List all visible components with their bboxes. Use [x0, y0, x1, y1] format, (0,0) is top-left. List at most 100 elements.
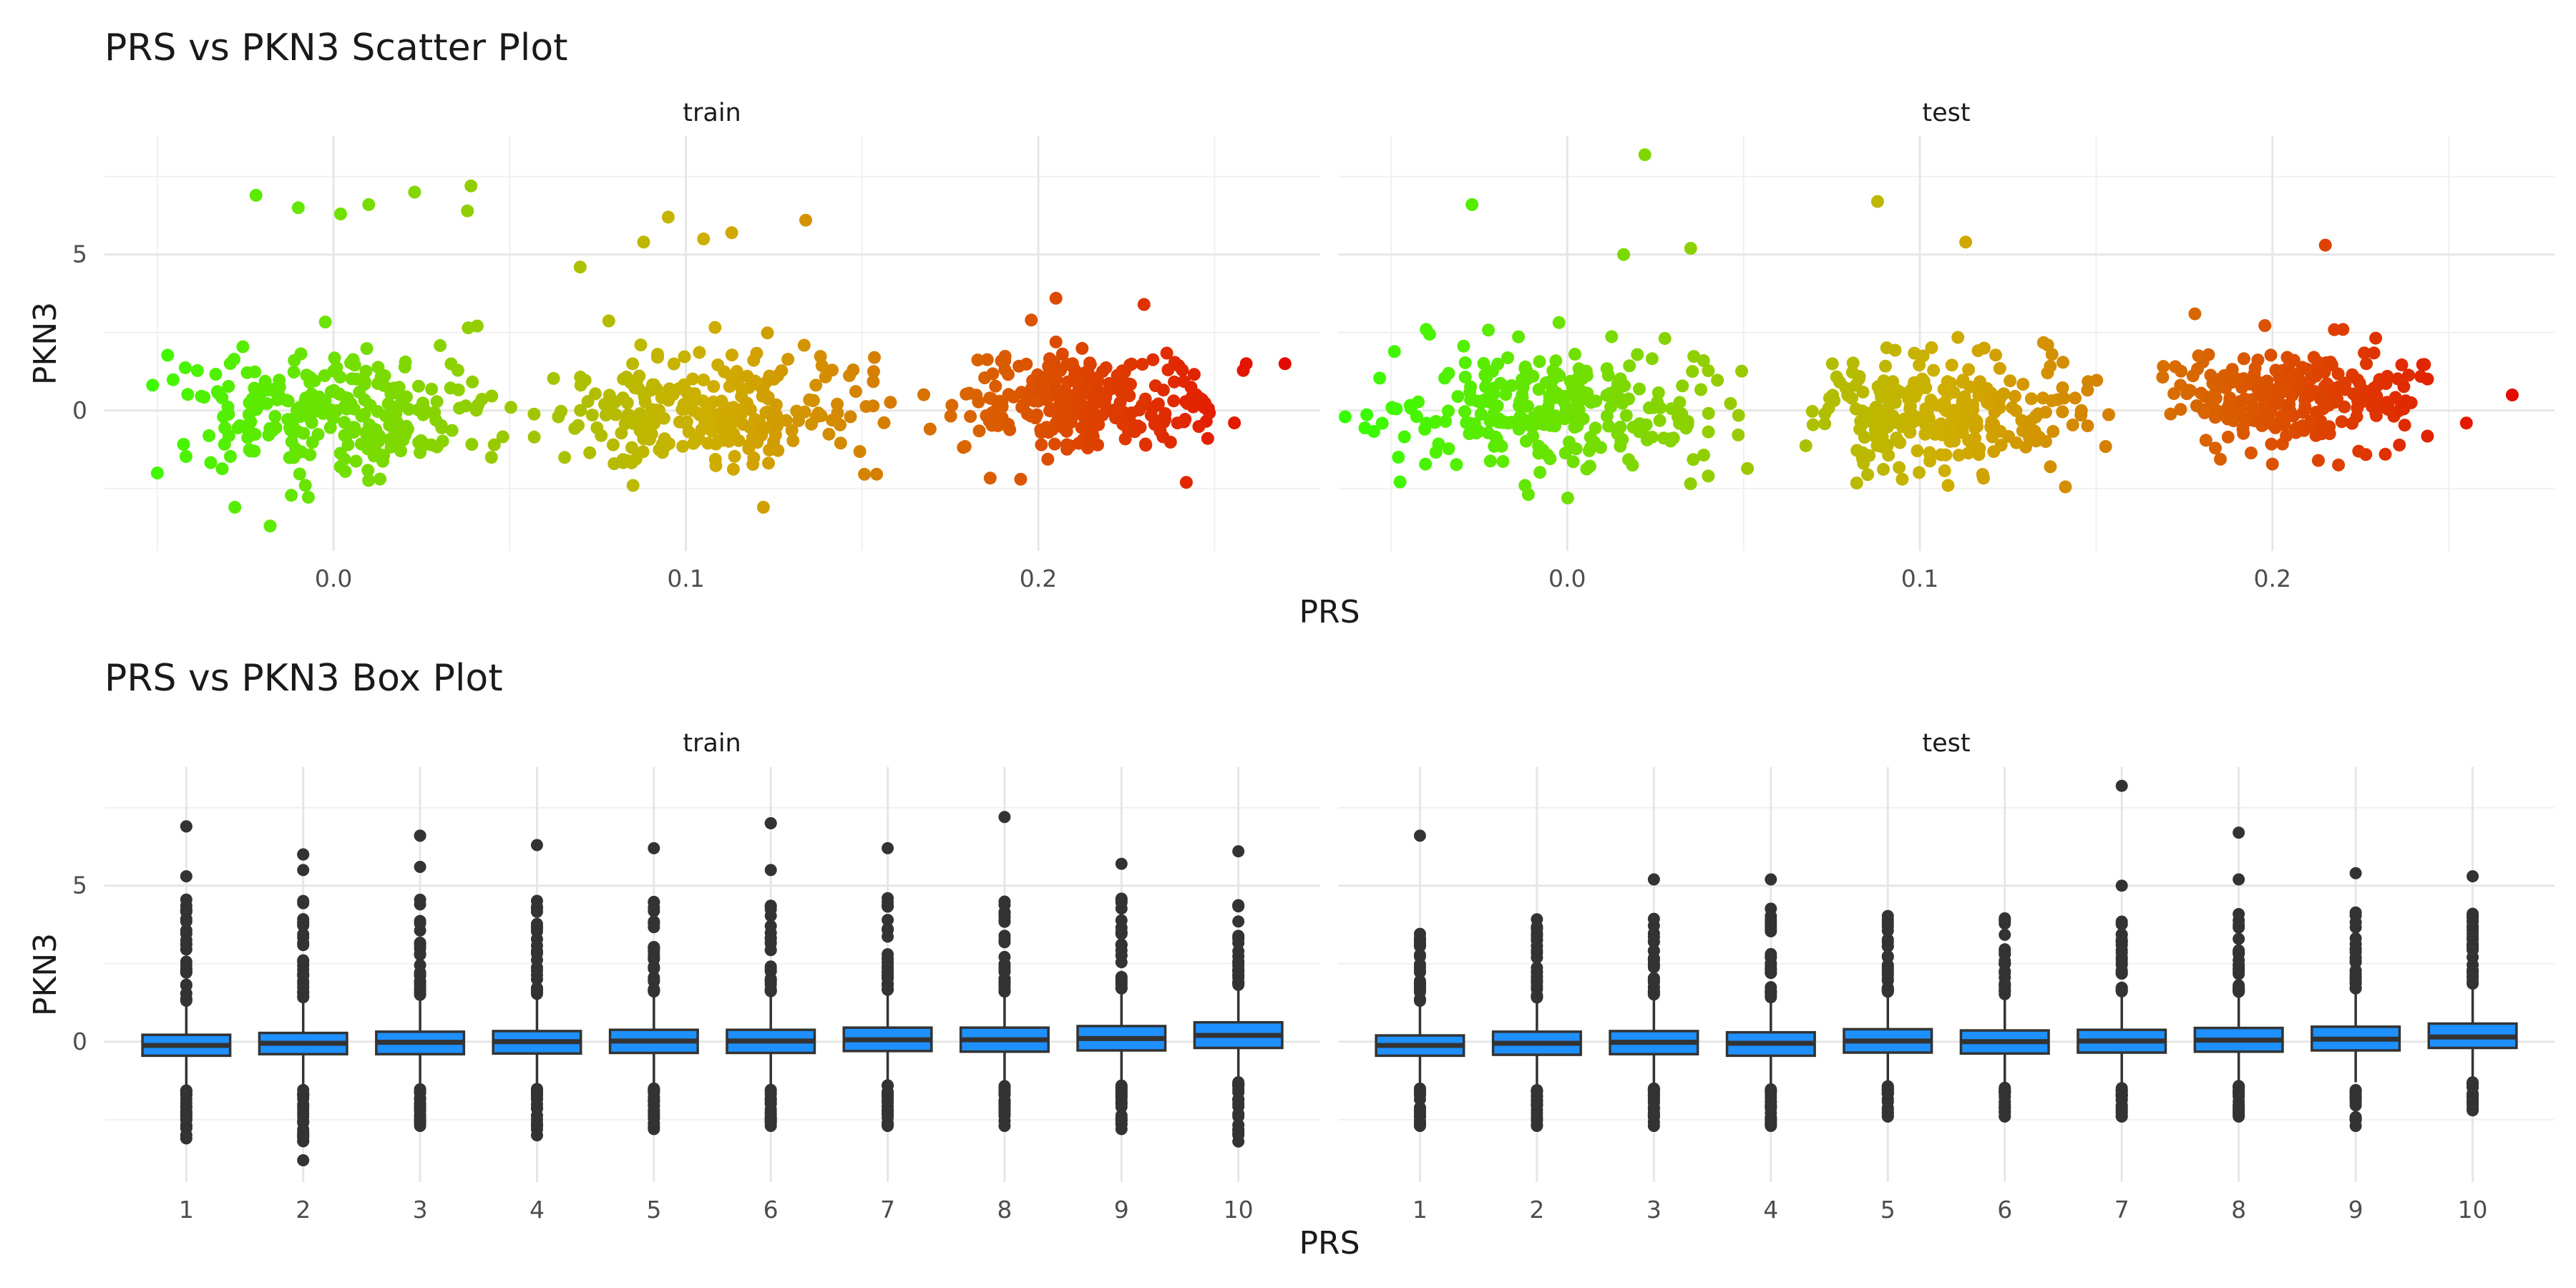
scatter-point	[1228, 416, 1241, 429]
scatter-point	[2280, 429, 2293, 442]
scatter-point	[363, 418, 376, 431]
scatter-point	[867, 375, 880, 389]
scatter-point	[330, 404, 343, 417]
scatter-point	[809, 379, 823, 392]
scatter-point	[362, 474, 376, 487]
scatter-point	[1959, 235, 1973, 249]
scatter-point	[1605, 330, 1619, 343]
scatter-point	[743, 421, 757, 434]
x-tick-label: 2	[1529, 1196, 1544, 1224]
x-tick-label: 1	[179, 1196, 194, 1224]
scatter-point	[971, 353, 985, 367]
scatter-point	[1543, 394, 1556, 408]
scatter-point	[2338, 376, 2352, 390]
scatter-point	[285, 489, 298, 502]
scatter-point	[1941, 479, 1955, 492]
scatter-point	[2398, 419, 2411, 432]
outlier-point	[2233, 985, 2245, 998]
scatter-y-axis-label: PKN3	[27, 302, 64, 385]
scatter-point	[1702, 469, 1715, 483]
outlier-point	[2467, 910, 2479, 923]
scatter-point	[1496, 454, 1510, 468]
outlier-point	[998, 906, 1011, 919]
scatter-point	[834, 436, 847, 450]
scatter-point	[250, 403, 263, 416]
y-tick-label: 5	[72, 240, 87, 268]
scatter-point	[1581, 393, 1595, 406]
scatter-point	[361, 464, 375, 477]
scatter-point	[759, 421, 773, 435]
scatter-chart: PRS vs PKN3 Scatter Plot train test 0.0 0…	[27, 26, 2555, 630]
box-4	[1725, 873, 1816, 1132]
scatter-point	[2057, 356, 2069, 369]
scatter-point	[972, 395, 985, 409]
y-tick-label: 5	[72, 872, 87, 899]
outlier-point	[1765, 909, 1777, 922]
scatter-point	[203, 429, 216, 442]
scatter-point	[2090, 374, 2104, 387]
scatter-point	[616, 391, 630, 405]
outlier-point	[998, 1109, 1011, 1122]
scatter-point	[1920, 409, 1933, 422]
scatter-point	[2046, 424, 2060, 438]
outlier-point	[414, 861, 426, 873]
scatter-point	[1091, 374, 1105, 388]
outlier-point	[1413, 1102, 1426, 1115]
outlier-point	[648, 1091, 660, 1104]
scatter-point	[399, 419, 413, 433]
scatter-point	[859, 400, 873, 414]
scatter-point	[707, 380, 721, 393]
outlier-point	[2115, 967, 2128, 980]
outlier-point	[1999, 1083, 2011, 1096]
scatter-point	[2081, 419, 2094, 433]
scatter-point	[1856, 446, 1869, 459]
scatter-point	[417, 403, 431, 416]
scatter-point	[1387, 345, 1401, 358]
scatter-point	[826, 364, 839, 377]
outlier-point	[180, 904, 192, 917]
outlier-point	[2349, 965, 2362, 977]
outlier-point	[764, 1093, 777, 1106]
scatter-point	[414, 434, 428, 447]
scatter-point	[1569, 442, 1583, 456]
scatter-point	[1886, 409, 1900, 423]
scatter-point	[618, 417, 632, 431]
scatter-point	[786, 434, 800, 447]
scatter-point	[1128, 425, 1141, 439]
scatter-point	[434, 419, 448, 432]
outlier-point	[2233, 1110, 2245, 1123]
scatter-point	[1015, 401, 1029, 414]
scatter-point	[583, 446, 597, 459]
scatter-point	[1397, 430, 1411, 444]
outlier-point	[2233, 1087, 2245, 1100]
scatter-point	[1007, 390, 1020, 404]
scatter-point	[1903, 399, 1917, 413]
outlier-point	[180, 912, 192, 925]
scatter-point	[616, 453, 630, 467]
outlier-point	[1232, 1135, 1245, 1148]
scatter-point	[1083, 356, 1096, 370]
scatter-point	[1971, 344, 1985, 358]
scatter-point	[617, 372, 630, 386]
outlier-point	[648, 921, 660, 934]
scatter-point	[359, 364, 373, 378]
y-tick-label: 0	[72, 396, 87, 424]
scatter-point	[1018, 389, 1032, 402]
scatter-point	[1493, 376, 1507, 390]
outlier-point	[648, 1123, 660, 1136]
box-7	[842, 841, 933, 1132]
scatter-point	[1482, 323, 1496, 337]
scatter-point	[2332, 458, 2346, 472]
scatter-point	[766, 439, 780, 452]
scatter-point	[1962, 363, 1976, 376]
scatter-point	[1580, 462, 1594, 476]
scatter-point	[349, 454, 363, 468]
scatter-point	[1839, 381, 1853, 395]
scatter-point	[2044, 359, 2057, 373]
outlier-point	[2115, 1085, 2128, 1097]
outlier-point	[1647, 912, 1660, 925]
scatter-point	[748, 374, 762, 388]
scatter-point	[1481, 426, 1495, 439]
x-tick-label: 0.0	[315, 565, 352, 592]
scatter-point	[1543, 452, 1557, 466]
